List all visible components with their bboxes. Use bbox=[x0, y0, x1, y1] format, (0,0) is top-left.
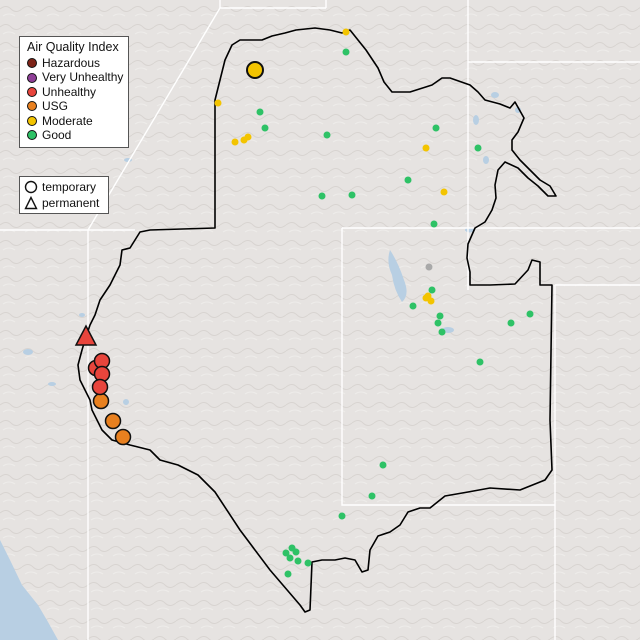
monitor-good bbox=[476, 358, 484, 366]
monitor-good bbox=[379, 461, 387, 469]
moderate-monitors[interactable] bbox=[214, 28, 448, 305]
legend-temporary: temporary bbox=[24, 179, 108, 195]
legend-item: Hazardous bbox=[27, 56, 128, 70]
legend-swatch bbox=[27, 72, 37, 83]
monitor-good bbox=[256, 108, 264, 116]
aqi-legend: Air Quality Index Hazardous Very Unhealth… bbox=[19, 36, 129, 148]
monitor-good bbox=[338, 512, 346, 520]
legend-swatch bbox=[27, 86, 37, 97]
legend-permanent-label: permanent bbox=[42, 196, 100, 210]
legend-item-label: Unhealthy bbox=[42, 84, 97, 99]
monitor-good bbox=[282, 549, 290, 557]
monitor-good bbox=[318, 192, 326, 200]
unhealthy-monitors[interactable] bbox=[87, 352, 111, 396]
monitor-good bbox=[432, 124, 440, 132]
good-monitors[interactable] bbox=[256, 48, 534, 578]
monitor-good bbox=[428, 286, 436, 294]
monitor-good bbox=[284, 570, 292, 578]
legend-item-label: USG bbox=[42, 99, 69, 114]
monitor-good bbox=[409, 302, 417, 310]
monitor-good bbox=[434, 319, 442, 327]
monitor-good bbox=[261, 124, 269, 132]
monitor-moderate bbox=[422, 144, 430, 152]
monitor-good bbox=[430, 220, 438, 228]
monitor-moderate bbox=[214, 99, 222, 107]
monitor-usg-temporary bbox=[92, 392, 110, 410]
legend-item: Good bbox=[27, 128, 128, 142]
monitor-good bbox=[294, 557, 302, 565]
legend-item-label: Good bbox=[42, 127, 72, 142]
pacific-ocean bbox=[0, 540, 58, 640]
legend-title: Air Quality Index bbox=[27, 40, 119, 54]
monitor-good bbox=[526, 310, 534, 318]
legend-swatch bbox=[27, 101, 37, 112]
monitor-usg-temporary bbox=[104, 412, 122, 430]
monitor-moderate bbox=[244, 133, 252, 141]
monitor-good bbox=[436, 312, 444, 320]
legend-swatch bbox=[27, 130, 37, 141]
monitor-no-data[interactable] bbox=[425, 263, 433, 271]
monitor-good bbox=[438, 328, 446, 336]
legend-rows: Hazardous Very Unhealthy Unhealthy USG Moder… bbox=[27, 56, 128, 142]
legend-swatch bbox=[27, 115, 37, 126]
monitor-good bbox=[348, 191, 356, 199]
monitor-good bbox=[342, 48, 350, 56]
monitor-good bbox=[304, 559, 312, 567]
usg-monitors[interactable] bbox=[92, 392, 132, 446]
legend-item-label: Hazardous bbox=[42, 56, 101, 70]
circle-icon bbox=[24, 180, 38, 194]
legend-item: Unhealthy bbox=[27, 85, 128, 99]
monitor-good bbox=[286, 554, 294, 562]
monitor-good bbox=[404, 176, 412, 184]
monitor-usg-temporary bbox=[114, 428, 132, 446]
legend-swatch bbox=[27, 58, 37, 69]
legend-temporary-label: temporary bbox=[42, 180, 97, 194]
monitor-unhealthy-temporary bbox=[91, 378, 109, 396]
triangle-icon bbox=[24, 196, 38, 210]
legend-item-label: Very Unhealthy bbox=[42, 70, 124, 85]
monitor-moderate bbox=[231, 138, 239, 146]
monitor-moderate bbox=[424, 292, 432, 300]
legend-permanent: permanent bbox=[24, 195, 108, 211]
legend-item: Moderate bbox=[27, 114, 128, 128]
monitor-moderate-temporary[interactable] bbox=[246, 61, 264, 79]
monitor-moderate bbox=[342, 28, 350, 36]
monitor-moderate bbox=[440, 188, 448, 196]
monitor-good bbox=[323, 131, 331, 139]
monitor-good bbox=[474, 144, 482, 152]
monitor-unhealthy-permanent[interactable] bbox=[74, 324, 98, 346]
monitor-type-legend: temporary permanent bbox=[19, 176, 109, 214]
monitor-good bbox=[368, 492, 376, 500]
legend-item-label: Moderate bbox=[42, 113, 93, 128]
legend-item: Very Unhealthy bbox=[27, 70, 128, 84]
monitor-good bbox=[292, 548, 300, 556]
legend-item: USG bbox=[27, 99, 128, 113]
monitor-good bbox=[507, 319, 515, 327]
